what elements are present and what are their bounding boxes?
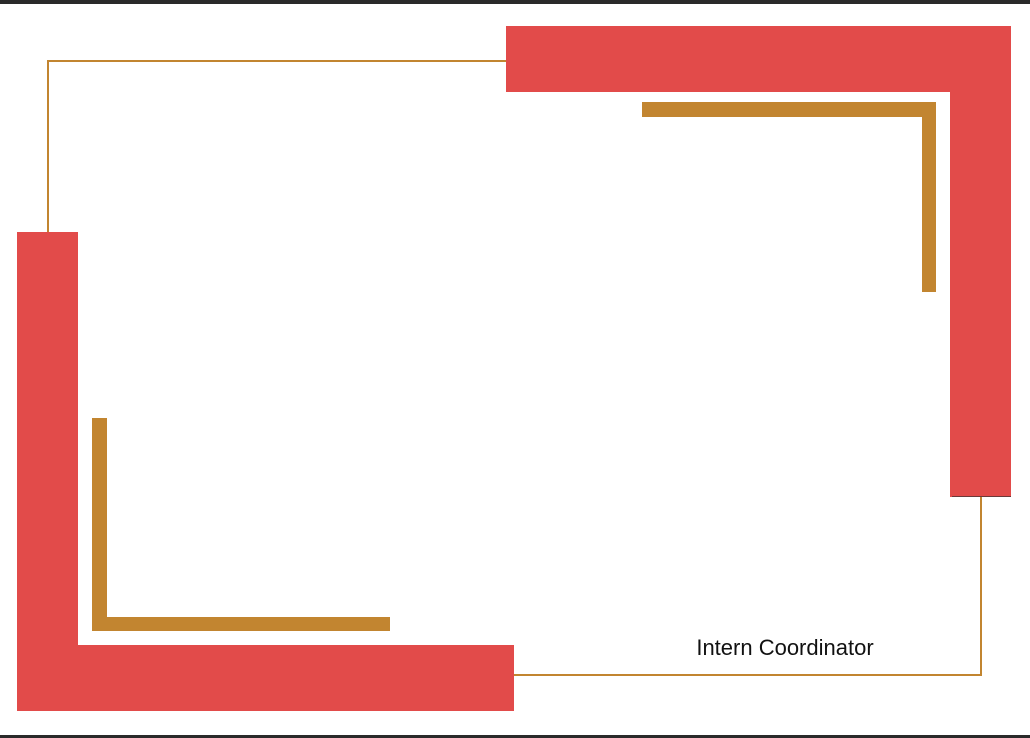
- gold-corner-bottom-vertical: [92, 418, 107, 631]
- gold-corner-bottom-horizontal: [92, 617, 390, 631]
- gold-corner-top-vertical: [922, 102, 936, 292]
- red-corner-top-vertical: [950, 26, 1011, 497]
- red-corner-bottom-horizontal: [17, 645, 514, 711]
- signature-title: Intern Coordinator: [696, 635, 874, 660]
- thin-frame-bottom-line: [514, 674, 982, 676]
- thin-frame-top-line: [47, 60, 507, 62]
- red-corner-bottom-vertical: [17, 232, 78, 711]
- certificate-canvas: Intern Coordinator: [0, 4, 1030, 735]
- red-corner-top-horizontal: [506, 26, 1011, 92]
- thin-frame-right-line: [980, 496, 982, 676]
- gold-corner-top-horizontal: [642, 102, 936, 117]
- thin-frame-left-line: [47, 60, 49, 234]
- red-corner-top-shadow: [952, 496, 1011, 497]
